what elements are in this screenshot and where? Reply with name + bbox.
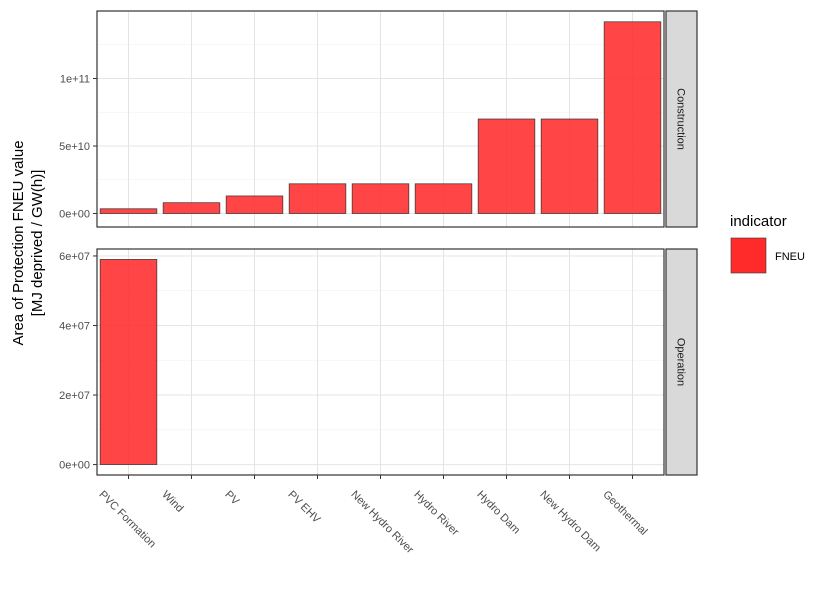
y-tick-label: 4e+07 [59, 320, 90, 332]
y-tick-label: 6e+07 [59, 251, 90, 263]
facet-strip-label: Operation [675, 338, 687, 386]
y-tick-label: 1e+11 [60, 74, 90, 86]
facet-panel-construction: 0e+00 5e+10 1e+11 Construction [59, 10, 698, 228]
y-tick-label: 2e+07 [59, 390, 90, 402]
bar-construction-new-hydro-dam [540, 118, 599, 214]
bar-construction-new-hydro-river [351, 183, 410, 214]
x-tick-label: New Hydro Dam [537, 489, 603, 555]
x-tick-label: Hydro River [411, 489, 461, 539]
panel-border [96, 10, 665, 228]
x-tick-label: Geothermal [600, 489, 649, 538]
y-axis-title-line-1: Area of Protection FNEU value [10, 140, 27, 345]
facet-strip [665, 248, 698, 476]
bar-construction-hydro-dam [477, 118, 536, 214]
bar-construction-pv [225, 195, 284, 214]
y-tick-label: 0e+00 [59, 460, 90, 472]
x-axis: PVC Formation Wind PV PV EHV New Hydro River… [96, 475, 650, 557]
x-tick-label: PV EHV [285, 489, 322, 526]
bar-construction-pv-ehv [288, 183, 347, 214]
x-tick-label: PVC Formation [96, 489, 158, 551]
x-tick-label: New Hydro River [348, 489, 416, 557]
bar-operation-pvc-formation [99, 259, 158, 465]
y-tick-label: 5e+10 [59, 141, 90, 153]
x-tick-label: PV [222, 489, 241, 508]
legend: indicator FNEU [730, 213, 805, 274]
chart-panels: 0e+00 5e+10 1e+11 Construction 0e+00 2e+07 4e+… [59, 10, 698, 476]
y-tick-label: 0e+00 [59, 209, 90, 221]
facet-panel-operation: 0e+00 2e+07 4e+07 6e+07 Operation [59, 248, 698, 476]
y-axis-title-line-2: [MJ deprived / GW(h)] [29, 170, 46, 317]
bar-construction-wind [162, 202, 221, 214]
legend-label-fneu: FNEU [775, 251, 805, 263]
legend-title: indicator [730, 213, 787, 230]
facet-strip-label: Construction [675, 88, 687, 150]
bar-construction-hydro-river [414, 183, 473, 214]
x-tick-label: Wind [159, 489, 185, 515]
x-tick-label: Hydro Dam [474, 489, 522, 537]
legend-key-fneu [730, 237, 767, 274]
bar-construction-geothermal [603, 21, 662, 214]
bar-construction-pvc-formation [99, 208, 158, 214]
facet-strip [665, 10, 698, 228]
